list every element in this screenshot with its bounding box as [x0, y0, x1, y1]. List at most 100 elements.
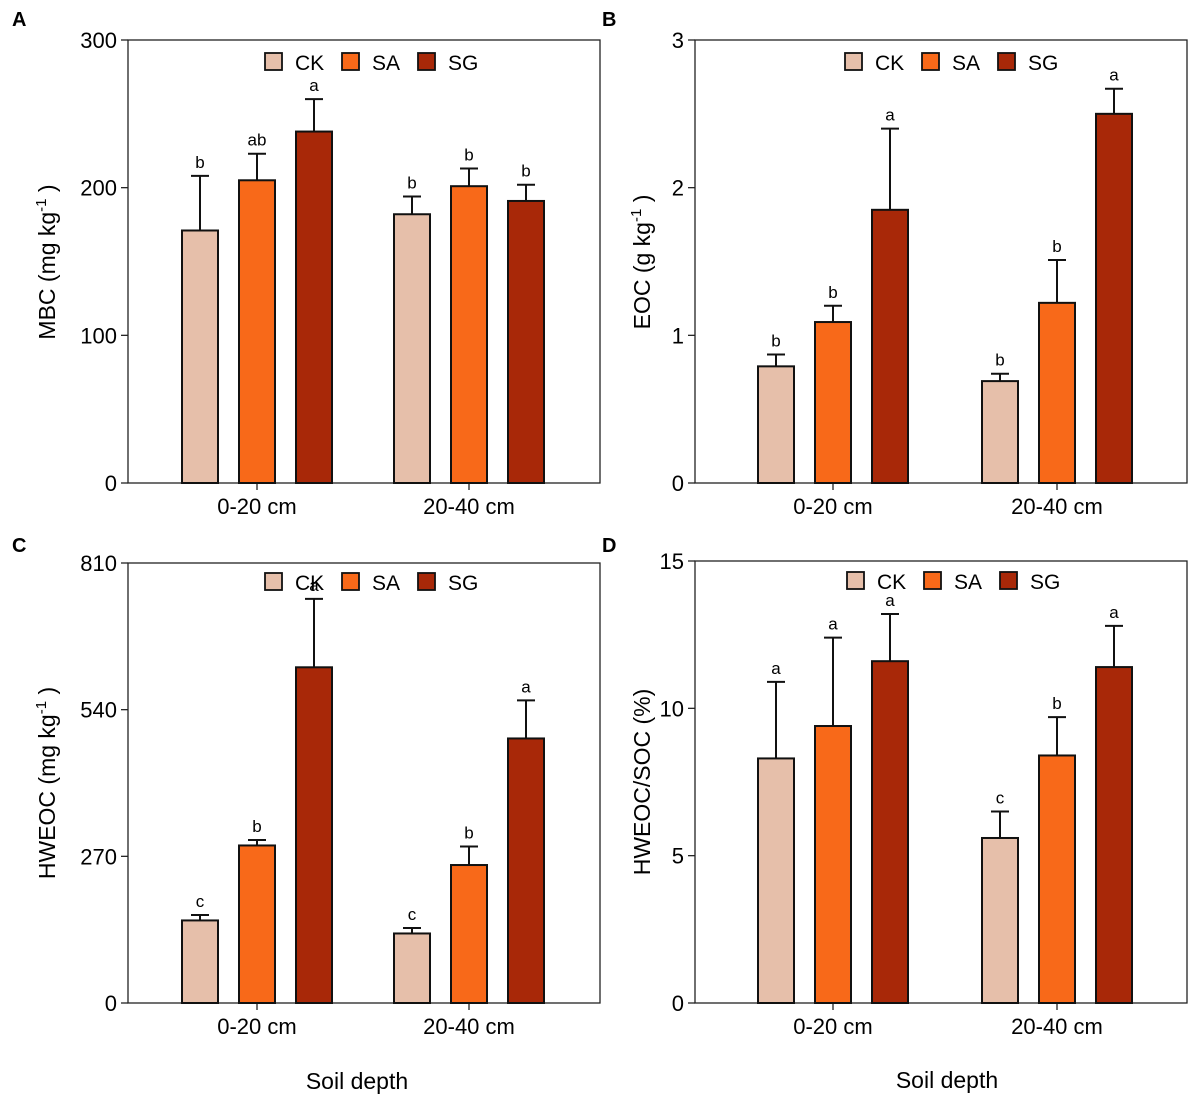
- legend: CK SA SG: [264, 572, 478, 595]
- significance-letter: a: [828, 615, 838, 634]
- x-tick-label: 0-20 cm: [217, 494, 296, 519]
- significance-letter: a: [885, 106, 895, 125]
- x-tick-label: 20-40 cm: [423, 494, 515, 519]
- significance-letter: a: [521, 677, 531, 696]
- panel-label: B: [602, 9, 616, 31]
- legend-swatch-sg: [999, 571, 1018, 590]
- y-tick-label: 2: [672, 176, 684, 201]
- legend-swatch-sa: [341, 52, 360, 71]
- bar-ck: [181, 229, 219, 484]
- x-tick-label: 20-40 cm: [1011, 1014, 1103, 1039]
- significance-letter: b: [464, 145, 473, 164]
- bar-sg: [871, 208, 909, 484]
- y-tick-label: 270: [80, 844, 117, 869]
- y-axis-title-tail: ): [34, 687, 60, 701]
- bar-sa: [238, 179, 276, 485]
- y-tick-label: 200: [80, 176, 117, 201]
- x-tick-label: 0-20 cm: [793, 494, 872, 519]
- chart-panel-c: C 0 270 540 810 HWEOC (mg kg-1 ) 0-20 cm c b a 20-…: [12, 535, 601, 1039]
- panel-label: D: [602, 535, 616, 557]
- bar-ck: [757, 365, 795, 484]
- legend-label-sg: SG: [448, 572, 478, 595]
- significance-letter: b: [407, 174, 416, 193]
- significance-letter: b: [771, 332, 780, 351]
- plot-frame: [127, 39, 601, 484]
- y-tick-label: 810: [80, 551, 117, 576]
- significance-letter: a: [885, 591, 895, 610]
- legend-swatch-sa: [923, 571, 942, 590]
- x-tick-label: 20-40 cm: [423, 1014, 515, 1039]
- y-axis-title: HWEOC (mg kg-1 ): [33, 687, 60, 879]
- significance-letter: a: [1109, 66, 1119, 85]
- legend-label-ck: CK: [875, 52, 904, 75]
- legend-swatch-sa: [341, 572, 360, 591]
- legend: CK SA SG: [844, 52, 1058, 75]
- bar-sg: [507, 737, 545, 1004]
- y-axis-title-superscript: -1: [628, 209, 645, 222]
- legend-label-sa: SA: [372, 52, 400, 75]
- bar-sa: [1038, 754, 1076, 1004]
- panel-label: C: [12, 535, 26, 557]
- significance-letter: a: [1109, 603, 1119, 622]
- bar-ck: [757, 757, 795, 1005]
- chart-panel-d: D 0 5 10 15 HWEOC/SOC (%) 0-20 cm a a a 20-40 cm c b…: [602, 535, 1188, 1039]
- bar-sa: [1038, 301, 1076, 485]
- significance-letter: b: [464, 824, 473, 843]
- y-tick-label: 1: [672, 323, 684, 348]
- significance-letter: b: [252, 817, 261, 836]
- y-tick-label: 540: [80, 698, 117, 723]
- y-axis-title-tail: ): [34, 184, 60, 198]
- significance-letter: b: [1052, 694, 1061, 713]
- legend: CK SA SG: [264, 52, 478, 75]
- panel-label: A: [12, 9, 26, 31]
- bar-sa: [238, 844, 276, 1004]
- significance-letter: b: [521, 162, 530, 181]
- significance-letter: b: [995, 351, 1004, 370]
- significance-letter: c: [996, 788, 1005, 807]
- legend-label-sa: SA: [954, 571, 982, 594]
- legend-label-sg: SG: [1028, 52, 1058, 75]
- bar-sa: [814, 725, 852, 1004]
- y-tick-label: 3: [672, 28, 684, 53]
- legend-swatch-sg: [997, 52, 1016, 71]
- legend-swatch-ck: [844, 52, 863, 71]
- x-axis-title-left: Soil depth: [306, 1068, 408, 1094]
- bar-ck: [393, 213, 431, 484]
- legend-label-ck: CK: [877, 571, 906, 594]
- x-axis-title-right: Soil depth: [896, 1067, 998, 1093]
- x-tick-label: 20-40 cm: [1011, 494, 1103, 519]
- significance-letter: b: [1052, 237, 1061, 256]
- legend-swatch-sg: [417, 52, 436, 71]
- y-axis-title-main: HWEOC (mg kg: [34, 714, 60, 879]
- legend-label-sg: SG: [1030, 571, 1060, 594]
- plot-frame: [694, 560, 1188, 1004]
- y-axis-title-main: MBC (mg kg: [34, 212, 60, 340]
- bar-ck: [393, 932, 431, 1004]
- significance-letter: c: [408, 905, 417, 924]
- significance-letter: b: [828, 283, 837, 302]
- legend-label-sa: SA: [952, 52, 980, 75]
- y-tick-label: 0: [105, 991, 117, 1016]
- y-axis-title-superscript: -1: [33, 701, 50, 714]
- y-axis-title-main: HWEOC/SOC (%): [629, 689, 655, 876]
- legend-label-ck: CK: [295, 52, 324, 75]
- x-tick-label: 0-20 cm: [793, 1014, 872, 1039]
- significance-letter: a: [309, 76, 319, 95]
- legend-swatch-ck: [264, 572, 283, 591]
- bar-sg: [871, 660, 909, 1004]
- y-axis-title: EOC (g kg-1 ): [628, 195, 655, 330]
- significance-letter: ab: [248, 131, 267, 150]
- bar-sg: [295, 130, 333, 484]
- y-tick-label: 0: [672, 471, 684, 496]
- significance-letter: c: [196, 892, 205, 911]
- legend-swatch-sg: [417, 572, 436, 591]
- y-axis-title-superscript: -1: [33, 198, 50, 211]
- legend-label-sg: SG: [448, 52, 478, 75]
- significance-letter: a: [309, 576, 319, 595]
- bar-sg: [1095, 666, 1133, 1005]
- bar-ck: [181, 919, 219, 1005]
- bar-sa: [450, 864, 488, 1005]
- significance-letter: b: [195, 153, 204, 172]
